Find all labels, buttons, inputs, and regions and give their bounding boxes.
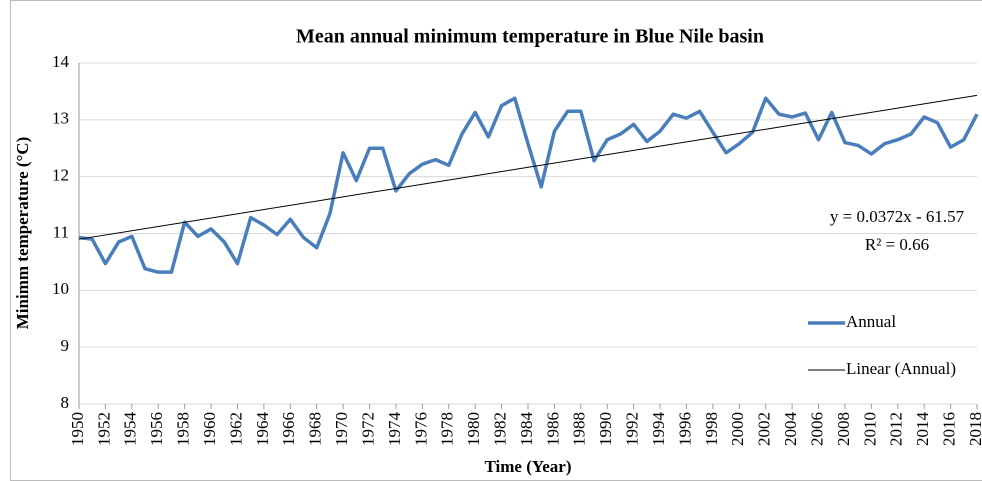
x-axis-label: Time (Year) xyxy=(484,457,571,476)
legend-label: Annual xyxy=(846,312,896,331)
y-tick-label: 8 xyxy=(61,393,70,412)
x-tick-label: 1984 xyxy=(517,412,536,447)
x-tick-label: 1964 xyxy=(253,412,272,447)
x-tick-label: 1988 xyxy=(570,412,589,446)
x-tick-label: 1976 xyxy=(411,412,430,446)
chart-frame xyxy=(10,0,982,481)
x-tick-label: 2006 xyxy=(807,412,826,446)
x-tick-label: 1992 xyxy=(623,412,642,446)
x-tick-label: 2014 xyxy=(913,412,932,447)
x-tick-label: 1950 xyxy=(68,412,87,446)
x-tick-label: 1990 xyxy=(596,412,615,446)
y-tick-label: 14 xyxy=(52,52,70,71)
x-tick-label: 2000 xyxy=(728,412,747,446)
x-tick-label: 1958 xyxy=(174,412,193,446)
x-tick-label: 1968 xyxy=(306,412,325,446)
x-tick-label: 2008 xyxy=(834,412,853,446)
x-tick-label: 2018 xyxy=(966,412,982,446)
x-tick-label: 1998 xyxy=(702,412,721,446)
x-tick-label: 1996 xyxy=(675,412,694,446)
trend-equation: y = 0.0372x - 61.57 xyxy=(830,207,965,226)
x-tick-label: 2010 xyxy=(860,412,879,446)
x-tick-label: 1954 xyxy=(121,412,140,447)
x-tick-label: 1978 xyxy=(438,412,457,446)
y-tick-label: 11 xyxy=(53,222,69,241)
x-tick-label: 1980 xyxy=(464,412,483,446)
x-tick-label: 2012 xyxy=(887,412,906,446)
x-tick-label: 1966 xyxy=(279,412,298,446)
x-tick-label: 1982 xyxy=(490,412,509,446)
x-tick-label: 1972 xyxy=(358,412,377,446)
y-axis-label: Minimm temperature (°C) xyxy=(13,137,32,329)
x-tick-label: 1952 xyxy=(94,412,113,446)
y-tick-label: 12 xyxy=(52,166,69,185)
data-line xyxy=(78,96,979,274)
legend-label: Linear (Annual) xyxy=(846,359,956,378)
x-tick-label: 2002 xyxy=(755,412,774,446)
x-tick-label: 1960 xyxy=(200,412,219,446)
x-tick-label: 1974 xyxy=(385,412,404,447)
x-tick-label: 1986 xyxy=(543,412,562,446)
x-tick-label: 2004 xyxy=(781,412,800,447)
y-tick-label: 13 xyxy=(52,109,69,128)
x-tick-label: 1962 xyxy=(226,412,245,446)
x-tick-label: 1956 xyxy=(147,412,166,446)
x-tick-label: 1970 xyxy=(332,412,351,446)
chart-title: Mean annual minimum temperature in Blue … xyxy=(296,26,764,48)
x-tick-label: 1994 xyxy=(649,412,668,447)
y-tick-label: 10 xyxy=(52,279,69,298)
x-tick-label: 2016 xyxy=(939,412,958,446)
trend-line xyxy=(78,94,978,240)
y-tick-label: 9 xyxy=(61,336,70,355)
trend-r-squared: R² = 0.66 xyxy=(865,235,929,254)
